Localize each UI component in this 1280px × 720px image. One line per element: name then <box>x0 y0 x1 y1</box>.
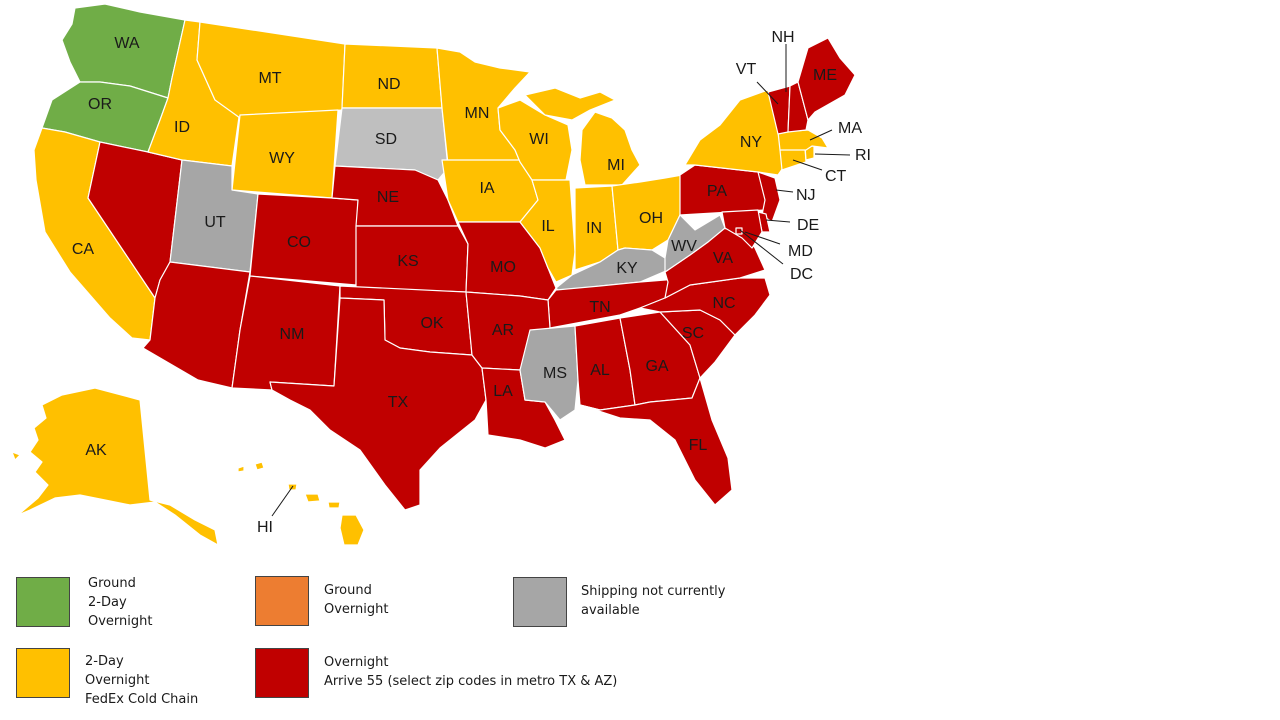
legend-swatch-yellow <box>16 648 70 698</box>
legend-swatch-green <box>16 577 70 627</box>
legend-line: Arrive 55 (select zip codes in metro TX … <box>324 674 618 689</box>
legend-line: Ground <box>88 576 136 591</box>
legend-text-green: Ground 2-Day Overnight <box>88 574 152 631</box>
label-sd: SD <box>375 131 397 148</box>
label-mn: MN <box>465 105 490 122</box>
label-mt: MT <box>258 70 281 87</box>
label-wy: WY <box>269 150 295 167</box>
label-oh: OH <box>639 210 663 227</box>
legend-swatch-orange <box>255 576 309 626</box>
label-co: CO <box>287 234 311 251</box>
state-mi[interactable] <box>524 87 641 186</box>
label-il: IL <box>541 218 554 235</box>
label-ne: NE <box>377 189 399 206</box>
label-vt: VT <box>736 61 757 78</box>
legend-line: Overnight <box>324 655 389 670</box>
label-nj: NJ <box>796 187 816 204</box>
legend-line: FedEx Cold Chain <box>85 692 199 707</box>
legend-text-orange: Ground Overnight <box>324 581 388 619</box>
label-ak: AK <box>85 442 107 459</box>
label-ri: RI <box>855 147 871 164</box>
label-me: ME <box>813 67 837 84</box>
leader-ct <box>792 159 823 171</box>
state-dc[interactable] <box>735 227 743 235</box>
state-nh[interactable] <box>787 81 809 133</box>
label-wi: WI <box>529 131 549 148</box>
legend-line: Overnight <box>85 673 150 688</box>
legend-line: available <box>581 603 640 618</box>
state-il[interactable] <box>519 179 576 283</box>
label-pa: PA <box>707 183 727 200</box>
state-fl[interactable] <box>579 377 733 506</box>
label-or: OR <box>88 96 112 113</box>
state-tx[interactable] <box>269 297 487 511</box>
label-ma: MA <box>838 120 862 137</box>
state-ma[interactable] <box>777 129 829 151</box>
label-ia: IA <box>479 180 494 197</box>
label-nm: NM <box>280 326 305 343</box>
leader-ma <box>809 129 833 141</box>
state-nj[interactable] <box>757 171 781 223</box>
leader-vt <box>756 81 779 105</box>
label-ar: AR <box>492 322 514 339</box>
leader-de <box>765 219 791 223</box>
label-ga: GA <box>645 358 668 375</box>
label-mo: MO <box>490 259 516 276</box>
label-ok: OK <box>420 315 443 332</box>
legend-text-gray: Shipping not currently available <box>581 582 725 620</box>
label-va: VA <box>713 250 733 267</box>
legend-line: 2-Day <box>85 654 124 669</box>
leader-dc <box>739 229 784 265</box>
state-ak[interactable] <box>11 387 219 546</box>
label-id: ID <box>174 119 190 136</box>
legend-text-red: Overnight Arrive 55 (select zip codes in… <box>324 653 617 691</box>
label-ca: CA <box>72 241 95 258</box>
label-tx: TX <box>388 394 409 411</box>
legend-line: Ground <box>324 583 372 598</box>
label-ct: CT <box>825 168 847 185</box>
label-in: IN <box>586 220 602 237</box>
leader-ri <box>814 153 851 156</box>
leader-hi <box>271 485 294 517</box>
label-fl: FL <box>689 437 708 454</box>
leader-md <box>744 231 781 245</box>
label-nc: NC <box>712 295 735 312</box>
legend-text-yellow: 2-Day Overnight FedEx Cold Chain <box>85 652 198 709</box>
legend-line: Overnight <box>88 614 153 629</box>
label-al: AL <box>590 362 610 379</box>
label-la: LA <box>493 383 513 400</box>
leader-nj <box>775 189 794 193</box>
legend-swatch-red <box>255 648 309 698</box>
label-dc: DC <box>790 266 813 283</box>
label-sc: SC <box>682 325 704 342</box>
legend-swatch-gray <box>513 577 567 627</box>
label-ut: UT <box>204 214 226 231</box>
label-tn: TN <box>589 299 610 316</box>
us-shipping-map: WA OR CA ID MT WY UT CO NM ND SD NE KS O… <box>11 3 871 546</box>
label-md: MD <box>788 243 813 260</box>
legend-line: Shipping not currently <box>581 584 726 599</box>
legend-line: Overnight <box>324 602 389 617</box>
label-de: DE <box>797 217 819 234</box>
state-me[interactable] <box>797 37 856 121</box>
label-ks: KS <box>397 253 418 270</box>
label-nd: ND <box>377 76 400 93</box>
label-ky: KY <box>616 260 638 277</box>
state-wv[interactable] <box>664 214 726 273</box>
state-ct[interactable] <box>779 147 807 171</box>
legend-line: 2-Day <box>88 595 127 610</box>
label-wa: WA <box>114 35 140 52</box>
label-wv: WV <box>671 238 697 255</box>
label-nh: NH <box>771 29 794 46</box>
label-ny: NY <box>740 134 763 151</box>
label-ms: MS <box>543 365 567 382</box>
state-hi[interactable] <box>237 461 365 546</box>
label-mi: MI <box>607 157 625 174</box>
label-hi: HI <box>257 519 273 536</box>
